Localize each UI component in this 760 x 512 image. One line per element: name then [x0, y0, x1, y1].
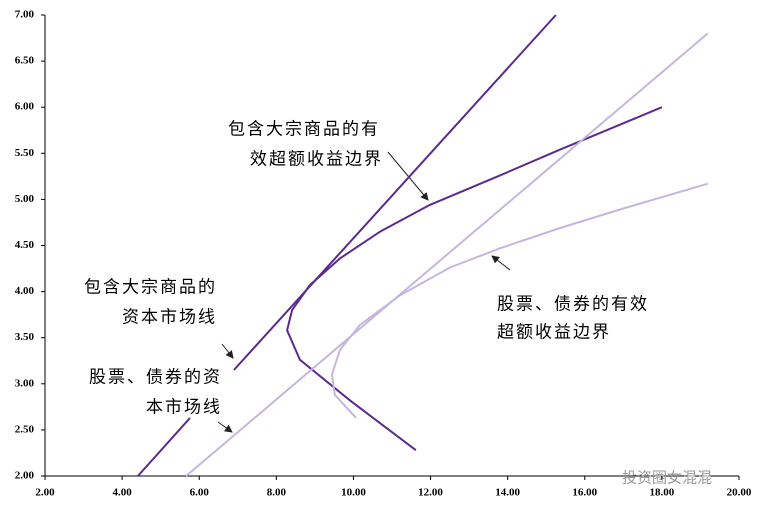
y-tick-label: 7.00 [15, 9, 35, 21]
x-tick-label: 18.00 [650, 487, 675, 499]
annotation: 包含大宗商品的 [84, 278, 217, 298]
x-tick-label: 16.00 [572, 487, 597, 499]
x-tick-label: 14.00 [495, 487, 520, 499]
y-tick-label: 2.00 [15, 470, 35, 482]
pointer-arrows [217, 151, 511, 433]
y-tick-label: 4.50 [15, 239, 35, 251]
series-line [286, 106, 663, 451]
y-tick-label: 5.00 [15, 193, 35, 205]
annotation: 股票、债券的有效 [497, 295, 649, 315]
arrow [217, 421, 233, 433]
y-tick-label: 3.50 [15, 331, 35, 343]
y-tick-label: 3.00 [15, 377, 35, 389]
y-tick-label: 6.00 [15, 101, 35, 113]
arrow [221, 343, 234, 359]
annotation: 超额收益边界 [497, 323, 611, 343]
series-line [330, 182, 709, 419]
x-tick-label: 10.00 [341, 487, 366, 499]
series-line [185, 32, 709, 477]
y-tick-label: 5.50 [15, 147, 35, 159]
annotation: 效超额收益边界 [250, 150, 383, 170]
arrow [491, 255, 511, 271]
annotation: 包含大宗商品的有 [228, 120, 380, 140]
x-tick-label: 4.00 [112, 487, 132, 499]
y-tick-label: 2.50 [15, 423, 35, 435]
watermark: 投资圈女混混 [622, 469, 712, 487]
annotation: 本市场线 [146, 398, 222, 418]
x-tick-label: 12.00 [418, 487, 443, 499]
x-tick-label: 8.00 [267, 487, 287, 499]
x-tick-label: 2.00 [35, 487, 55, 499]
x-tick-label: 20.00 [727, 487, 752, 499]
arrow [387, 151, 429, 201]
x-tick-label: 6.00 [190, 487, 210, 499]
y-tick-label: 6.50 [15, 55, 35, 67]
annotation: 股票、债券的资 [89, 368, 222, 388]
annotation: 资本市场线 [122, 308, 217, 328]
series-line [137, 14, 557, 477]
y-tick-label: 4.00 [15, 285, 35, 297]
